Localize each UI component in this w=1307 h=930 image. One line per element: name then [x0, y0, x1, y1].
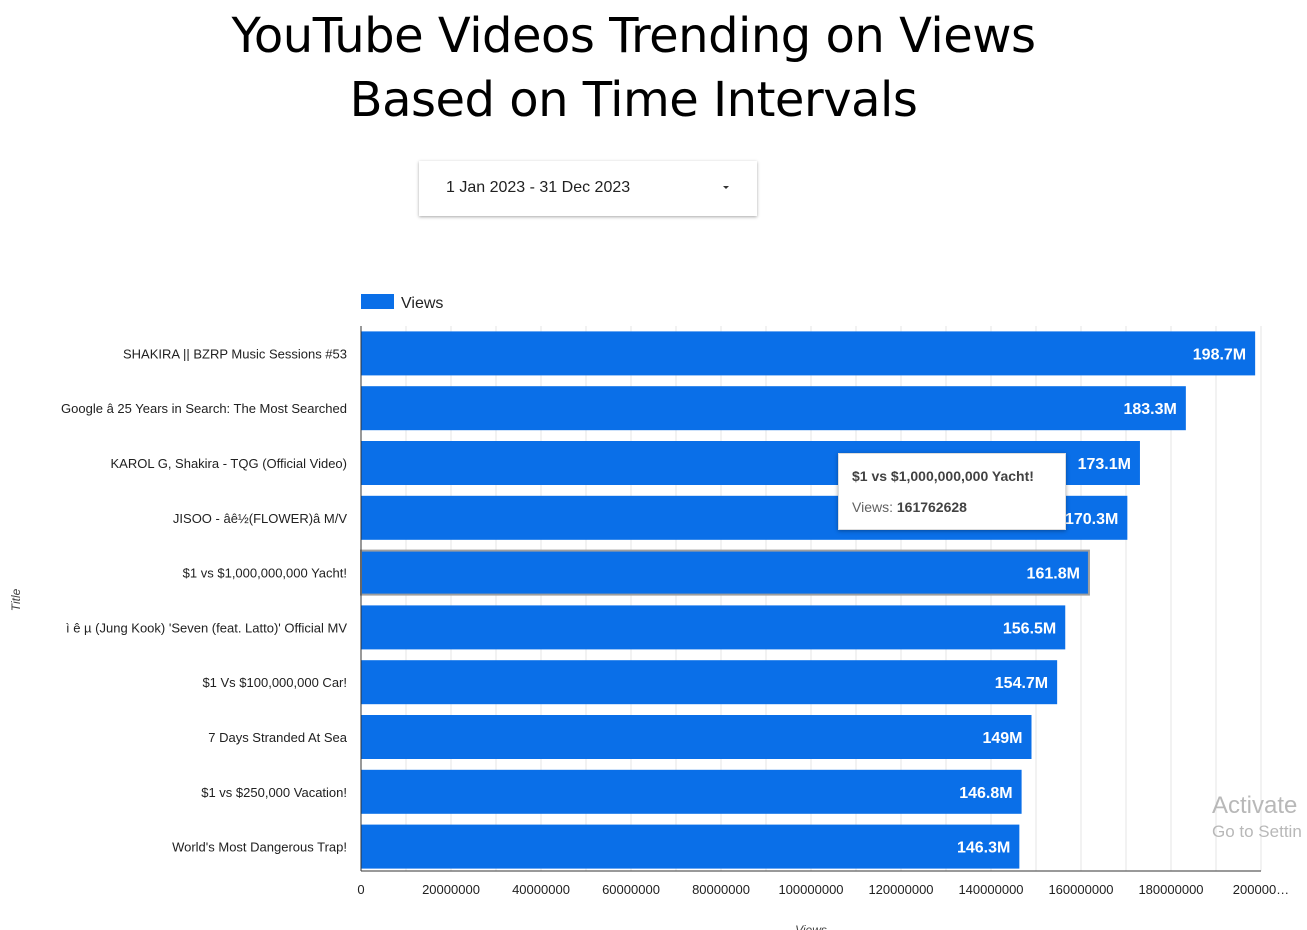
- bar[interactable]: [361, 769, 1022, 814]
- category-label: $1 Vs $100,000,000 Car!: [202, 675, 347, 690]
- watermark-line-2: Go to Settin: [1212, 822, 1302, 841]
- legend-swatch: [361, 294, 394, 309]
- bar-chart: Views 198.7M SHAKIRA || BZRP Music Session…: [9, 294, 1289, 930]
- tooltip-value: 161762628: [896, 499, 967, 515]
- tooltip-label: Views:: [852, 499, 893, 515]
- category-label: $1 vs $250,000 Vacation!: [201, 785, 347, 800]
- bar-value-label: 198.7M: [1193, 346, 1246, 363]
- bar-value-label: 146.3M: [957, 840, 1010, 857]
- bar[interactable]: [361, 715, 1032, 759]
- x-axis-title: Views: [795, 923, 827, 930]
- date-range-picker[interactable]: 1 Jan 2023 - 31 Dec 2023: [419, 161, 757, 216]
- x-tick-label: 80000000: [692, 882, 750, 897]
- page-title-line-1: YouTube Videos Trending on Views: [231, 8, 1036, 64]
- caret-down-icon[interactable]: [723, 186, 729, 189]
- x-tick-label: 180000000: [1138, 882, 1203, 897]
- x-tick-label: 120000000: [868, 882, 933, 897]
- category-label: SHAKIRA || BZRP Music Sessions #53: [123, 346, 347, 361]
- x-tick-label: 140000000: [958, 882, 1023, 897]
- page-title: YouTube Videos Trending on Views Based o…: [0, 4, 1267, 132]
- bar-value-label: 170.3M: [1065, 511, 1118, 528]
- tooltip-title: $1 vs $1,000,000,000 Yacht!: [852, 468, 1034, 484]
- x-tick-label: 200000…: [1233, 882, 1289, 897]
- category-label: JISOO - âê½(FLOWER)â M/V: [173, 511, 347, 526]
- category-label: KAROL G, Shakira - TQG (Official Video): [111, 456, 348, 471]
- category-label: ì ê µ (Jung Kook) 'Seven (feat. Latto)' …: [66, 620, 347, 635]
- x-tick-label: 60000000: [602, 882, 660, 897]
- chart-tooltip: $1 vs $1,000,000,000 Yacht! Views: 16176…: [838, 453, 1066, 530]
- bar[interactable]: [361, 386, 1186, 431]
- bar-value-label: 173.1M: [1078, 456, 1131, 473]
- category-label: World's Most Dangerous Trap!: [172, 840, 347, 855]
- tooltip-value-line: Views: 161762628: [852, 499, 967, 515]
- activation-watermark: Activate Go to Settin: [1212, 792, 1302, 842]
- bar-value-label: 156.5M: [1003, 620, 1056, 637]
- bar[interactable]: [360, 549, 1090, 596]
- bar[interactable]: [361, 660, 1058, 705]
- x-tick-label: 40000000: [512, 882, 570, 897]
- watermark-line-1: Activate: [1212, 792, 1298, 819]
- legend-label: Views: [401, 295, 443, 312]
- x-tick-label: 100000000: [778, 882, 843, 897]
- bar-value-label: 161.8M: [1027, 566, 1080, 583]
- bar[interactable]: [361, 331, 1256, 376]
- bar[interactable]: [361, 824, 1020, 869]
- category-label: $1 vs $1,000,000,000 Yacht!: [183, 566, 347, 581]
- page-title-line-2: Based on Time Intervals: [349, 72, 918, 128]
- bar-value-label: 183.3M: [1123, 401, 1176, 418]
- category-label: 7 Days Stranded At Sea: [208, 730, 348, 745]
- y-axis-title: Title: [9, 588, 23, 611]
- bar-value-label: 154.7M: [995, 675, 1048, 692]
- bar[interactable]: [361, 605, 1066, 650]
- x-tick-label: 20000000: [422, 882, 480, 897]
- x-tick-label: 0: [357, 882, 364, 897]
- x-tick-label: 160000000: [1048, 882, 1113, 897]
- bar-value-label: 149M: [982, 730, 1022, 747]
- category-label: Google â 25 Years in Search: The Most Se…: [61, 401, 347, 416]
- date-range-value: 1 Jan 2023 - 31 Dec 2023: [446, 179, 631, 196]
- bar-value-label: 146.8M: [959, 785, 1012, 802]
